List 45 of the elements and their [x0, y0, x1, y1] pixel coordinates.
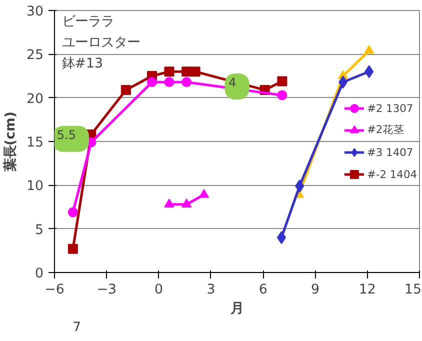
y-tick-label: 20 — [26, 92, 44, 107]
point — [276, 231, 286, 244]
y-axis-title: 葉長(cm) — [2, 112, 19, 172]
y-tick-label: 5 — [35, 222, 44, 238]
annotation: 4 — [228, 75, 236, 90]
x-tick-label: 3 — [206, 282, 216, 298]
point — [164, 198, 174, 208]
x-tick-label: 9 — [310, 282, 320, 298]
y-tick-label: 15 — [26, 136, 44, 150]
point — [364, 44, 374, 54]
annotation: 5.5 — [56, 128, 76, 142]
y-tick-label: 10 — [26, 179, 44, 194]
y-tick-label: 0 — [35, 266, 44, 282]
x-axis-title: 月 — [230, 302, 244, 316]
y-tick-label: 25 — [26, 48, 44, 64]
point — [68, 207, 78, 218]
point — [182, 77, 192, 88]
point — [338, 76, 348, 89]
point — [164, 77, 174, 88]
x-tick-label: 0 — [154, 282, 164, 298]
x-tick-label: 12 — [358, 282, 376, 298]
point — [364, 65, 374, 78]
point — [198, 189, 209, 198]
point — [277, 76, 288, 86]
legend-label: #2花茎 — [366, 123, 405, 137]
point — [120, 84, 131, 95]
annotation: 鉢#13 — [62, 56, 103, 72]
x-tick-label: −6 — [44, 282, 64, 298]
point — [164, 66, 174, 77]
x-tick-label: −3 — [96, 282, 116, 298]
point — [147, 77, 158, 88]
point — [190, 66, 200, 77]
point — [182, 198, 192, 208]
legend-label: #3 1407 — [366, 146, 414, 158]
point — [68, 244, 78, 254]
point — [295, 180, 304, 193]
y-tick-label: 30 — [26, 4, 44, 20]
x-tick-label: 15 — [404, 282, 422, 298]
legend-label: #-2 1404 — [366, 168, 417, 180]
x-tick-label: 6 — [258, 282, 268, 298]
legend-label: #2 1307 — [366, 102, 414, 114]
annotation: ビーララ — [62, 14, 114, 30]
annotation: ユーロスター — [62, 35, 140, 50]
point — [277, 90, 288, 100]
point — [182, 66, 192, 77]
